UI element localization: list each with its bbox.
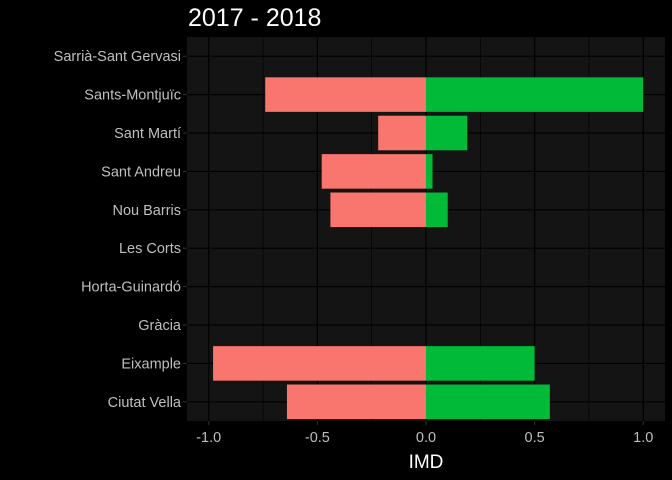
x-axis-label: IMD — [408, 452, 444, 473]
bar-negative — [286, 384, 426, 420]
x-tick-label: -1.0 — [196, 430, 221, 446]
bar-positive — [426, 346, 535, 381]
bar-negative — [265, 77, 426, 112]
chart-title: 2017 - 2018 — [188, 4, 322, 32]
y-tick-label: Sants-Montjuïc — [84, 88, 181, 104]
bar-negative — [213, 346, 426, 381]
y-tick-label: Sant Martí — [114, 126, 181, 142]
x-tick-label: 0.5 — [525, 430, 545, 446]
bar-positive — [426, 192, 448, 228]
bar-negative — [378, 115, 426, 151]
y-tick-label: Nou Barris — [113, 203, 182, 219]
bar-positive — [426, 154, 433, 189]
x-tick-label: -0.5 — [305, 430, 330, 446]
y-tick-label: Ciutat Vella — [108, 395, 182, 411]
bar-positive — [426, 115, 468, 151]
bar-positive — [426, 384, 550, 420]
bar-negative — [330, 192, 426, 228]
y-tick-label: Horta-Guinardó — [81, 280, 181, 296]
bar-positive — [426, 77, 644, 112]
y-tick-label: Gràcia — [138, 318, 182, 334]
y-tick-label: Les Corts — [119, 241, 181, 257]
y-tick-label: Eixample — [121, 356, 181, 372]
x-tick-label: 1.0 — [633, 430, 653, 446]
y-tick-label: Sarrià-Sant Gervasi — [54, 49, 181, 65]
bar-negative — [321, 154, 426, 189]
y-tick-label: Sant Andreu — [101, 164, 181, 180]
x-tick-label: 0.0 — [416, 430, 436, 446]
